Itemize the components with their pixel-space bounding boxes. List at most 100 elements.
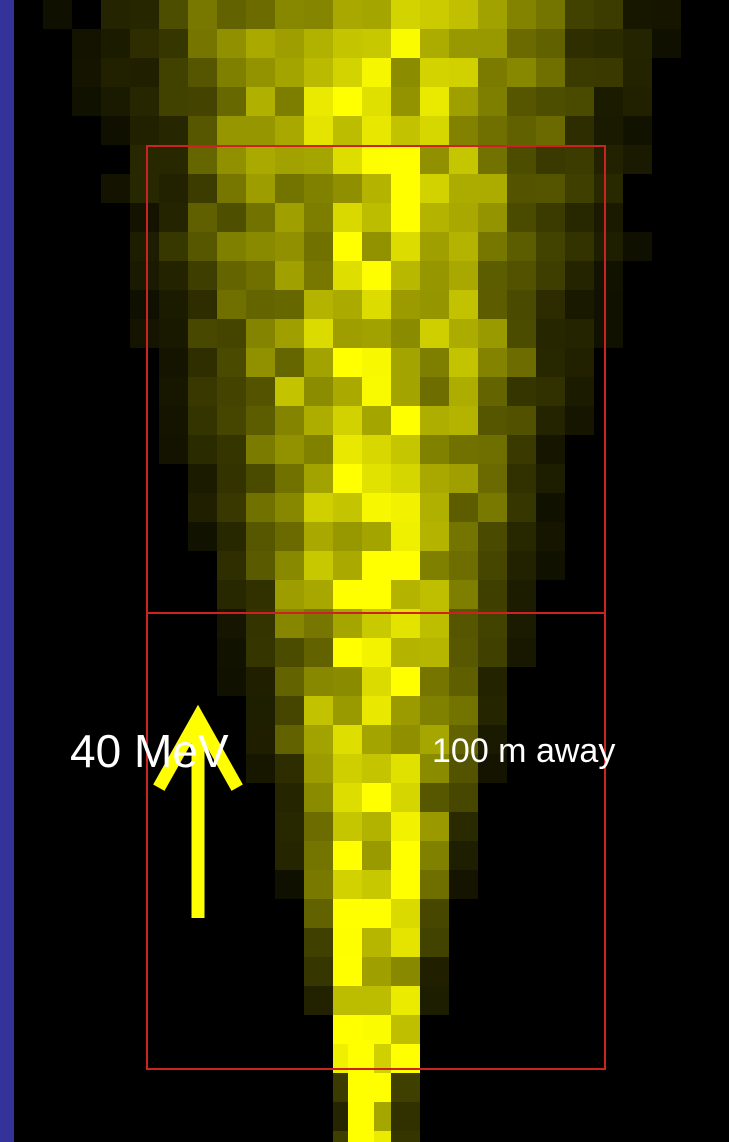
shower-cell xyxy=(362,928,391,957)
shower-cell xyxy=(333,551,362,580)
shower-cell xyxy=(507,348,536,377)
shower-cell xyxy=(391,377,420,406)
shower-cell xyxy=(304,899,333,928)
shower-cell xyxy=(217,522,246,551)
shower-cell xyxy=(304,783,333,812)
shower-cell xyxy=(594,0,623,29)
shower-cell xyxy=(420,174,449,203)
shower-cell xyxy=(391,261,420,290)
shower-cell xyxy=(275,290,304,319)
shower-cell xyxy=(246,638,275,667)
shower-cell xyxy=(159,29,188,58)
shower-cell xyxy=(188,348,217,377)
shower-cell xyxy=(188,29,217,58)
shower-cell xyxy=(333,1131,362,1142)
shower-cell xyxy=(449,638,478,667)
shower-cell xyxy=(188,493,217,522)
shower-cell xyxy=(594,87,623,116)
shower-cell xyxy=(333,493,362,522)
shower-cell xyxy=(420,580,449,609)
shower-cell xyxy=(362,145,391,174)
shower-cell xyxy=(333,783,362,812)
shower-cell xyxy=(362,319,391,348)
shower-cell xyxy=(507,551,536,580)
shower-cell xyxy=(304,812,333,841)
shower-cell xyxy=(391,1073,420,1102)
shower-cell xyxy=(478,522,507,551)
shower-cell xyxy=(130,116,159,145)
shower-cell xyxy=(246,261,275,290)
shower-cell xyxy=(565,174,594,203)
shower-cell xyxy=(362,870,391,899)
shower-cell xyxy=(275,783,304,812)
shower-cell xyxy=(449,667,478,696)
shower-cell xyxy=(565,348,594,377)
shower-cell xyxy=(246,551,275,580)
shower-cell xyxy=(246,464,275,493)
shower-cell xyxy=(304,638,333,667)
shower-cell xyxy=(391,319,420,348)
shower-cell xyxy=(362,696,391,725)
shower-cell xyxy=(478,0,507,29)
shower-cell xyxy=(159,290,188,319)
shower-cell xyxy=(362,116,391,145)
shower-cell xyxy=(333,986,362,1015)
shower-cell xyxy=(507,638,536,667)
shower-cell xyxy=(391,145,420,174)
shower-cell xyxy=(420,957,449,986)
shower-cell xyxy=(304,493,333,522)
shower-cell xyxy=(565,116,594,145)
shower-cell xyxy=(362,0,391,29)
shower-cell xyxy=(594,174,623,203)
shower-cell xyxy=(159,232,188,261)
energy-label: 40 MeV xyxy=(70,725,229,777)
shower-cell xyxy=(130,29,159,58)
shower-cell xyxy=(217,58,246,87)
shower-cell xyxy=(362,232,391,261)
shower-cell xyxy=(594,203,623,232)
shower-cell xyxy=(623,0,652,29)
shower-cell xyxy=(130,0,159,29)
shower-cell xyxy=(623,145,652,174)
shower-cell xyxy=(536,174,565,203)
shower-cell xyxy=(217,29,246,58)
shower-cell xyxy=(304,870,333,899)
shower-cell xyxy=(217,116,246,145)
shower-cell xyxy=(246,348,275,377)
shower-cell xyxy=(391,1131,420,1142)
shower-cell xyxy=(536,319,565,348)
shower-cell xyxy=(449,377,478,406)
shower-cell xyxy=(333,0,362,29)
shower-cell xyxy=(420,232,449,261)
shower-cell xyxy=(304,319,333,348)
shower-cell xyxy=(159,87,188,116)
shower-cell xyxy=(536,116,565,145)
shower-cell xyxy=(478,667,507,696)
shower-cell xyxy=(333,87,362,116)
shower-cell xyxy=(507,580,536,609)
shower-cell xyxy=(478,580,507,609)
shower-cell xyxy=(362,754,391,783)
shower-cell xyxy=(507,435,536,464)
shower-cell xyxy=(159,348,188,377)
shower-cell xyxy=(333,174,362,203)
shower-cell xyxy=(449,783,478,812)
shower-cell xyxy=(362,261,391,290)
shower-cell xyxy=(246,319,275,348)
shower-cell xyxy=(391,1015,420,1044)
shower-cell xyxy=(623,58,652,87)
shower-cell xyxy=(420,812,449,841)
shower-cell xyxy=(507,406,536,435)
shower-cell xyxy=(275,261,304,290)
shower-cell xyxy=(536,145,565,174)
shower-cell xyxy=(478,29,507,58)
shower-cell xyxy=(362,1015,391,1044)
shower-cell xyxy=(217,377,246,406)
shower-cell xyxy=(101,87,130,116)
shower-cell xyxy=(362,87,391,116)
shower-cell xyxy=(333,957,362,986)
shower-cell xyxy=(304,841,333,870)
shower-cell xyxy=(623,232,652,261)
shower-cell xyxy=(362,1131,391,1142)
shower-cell xyxy=(449,290,478,319)
